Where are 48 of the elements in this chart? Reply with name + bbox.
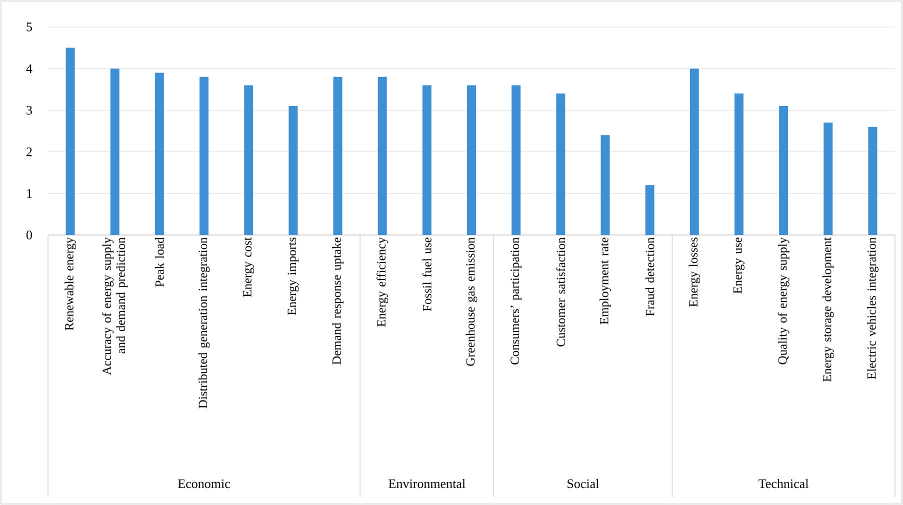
bar [556, 94, 566, 235]
y-tick-label: 1 [27, 189, 32, 198]
bar [868, 126, 878, 235]
bar [244, 85, 254, 235]
bar [288, 106, 298, 235]
bar [66, 48, 75, 235]
bar [512, 85, 521, 235]
x-tick-label: Fraud detection [645, 237, 654, 316]
text: Environmental [388, 478, 466, 488]
bar [154, 72, 164, 235]
x-tick-label: Energy efficiency [376, 237, 388, 327]
x-tick-label: Energy use [734, 238, 744, 294]
bar [422, 85, 432, 235]
x-tick-label: Accuracy of energy supply and demand prediction [102, 237, 128, 375]
x-tick-label: Energy imports [288, 238, 299, 316]
bar [600, 135, 610, 235]
x-tick-label: Quality of energy supply [778, 237, 790, 364]
bar [690, 68, 699, 235]
x-tick-label: Peak load [155, 237, 164, 287]
y-tick-label: 3 [26, 106, 32, 115]
bar [779, 106, 788, 235]
x-tick-label: Fossil fuel use [422, 238, 432, 312]
bar [467, 85, 476, 235]
x-tick-label: Consumers’ participation [510, 237, 522, 364]
bar [333, 76, 342, 235]
text: Economic [178, 479, 230, 488]
x-tick-label: Customer satisfaction [556, 237, 566, 346]
x-tick-label: Energy cost [243, 237, 254, 298]
x-tick-label: Employment rate [600, 238, 611, 324]
y-tick-label: 0 [26, 230, 32, 240]
bar [645, 185, 654, 235]
x-tick-label: Greenhouse gas emission [466, 237, 478, 366]
x-tick-label: Distributed generation integration [198, 237, 210, 408]
text: Technical [758, 478, 808, 488]
x-tick-label: Electric vehicles integration [867, 237, 878, 380]
bar [734, 94, 744, 235]
bar [824, 122, 833, 235]
text: Social [568, 478, 599, 488]
x-tick-label: Demand response uptake [332, 238, 344, 365]
bar [110, 68, 120, 235]
bar [378, 76, 387, 235]
y-tick-label: 5 [26, 22, 32, 32]
y-tick-label: 2 [26, 147, 32, 156]
x-tick-label: Renewable energy [64, 237, 76, 330]
x-tick-label: Energy storage development [822, 237, 834, 382]
x-tick-label: Energy losses [688, 238, 700, 307]
bar [200, 76, 209, 235]
y-tick-label: 4 [26, 64, 32, 73]
